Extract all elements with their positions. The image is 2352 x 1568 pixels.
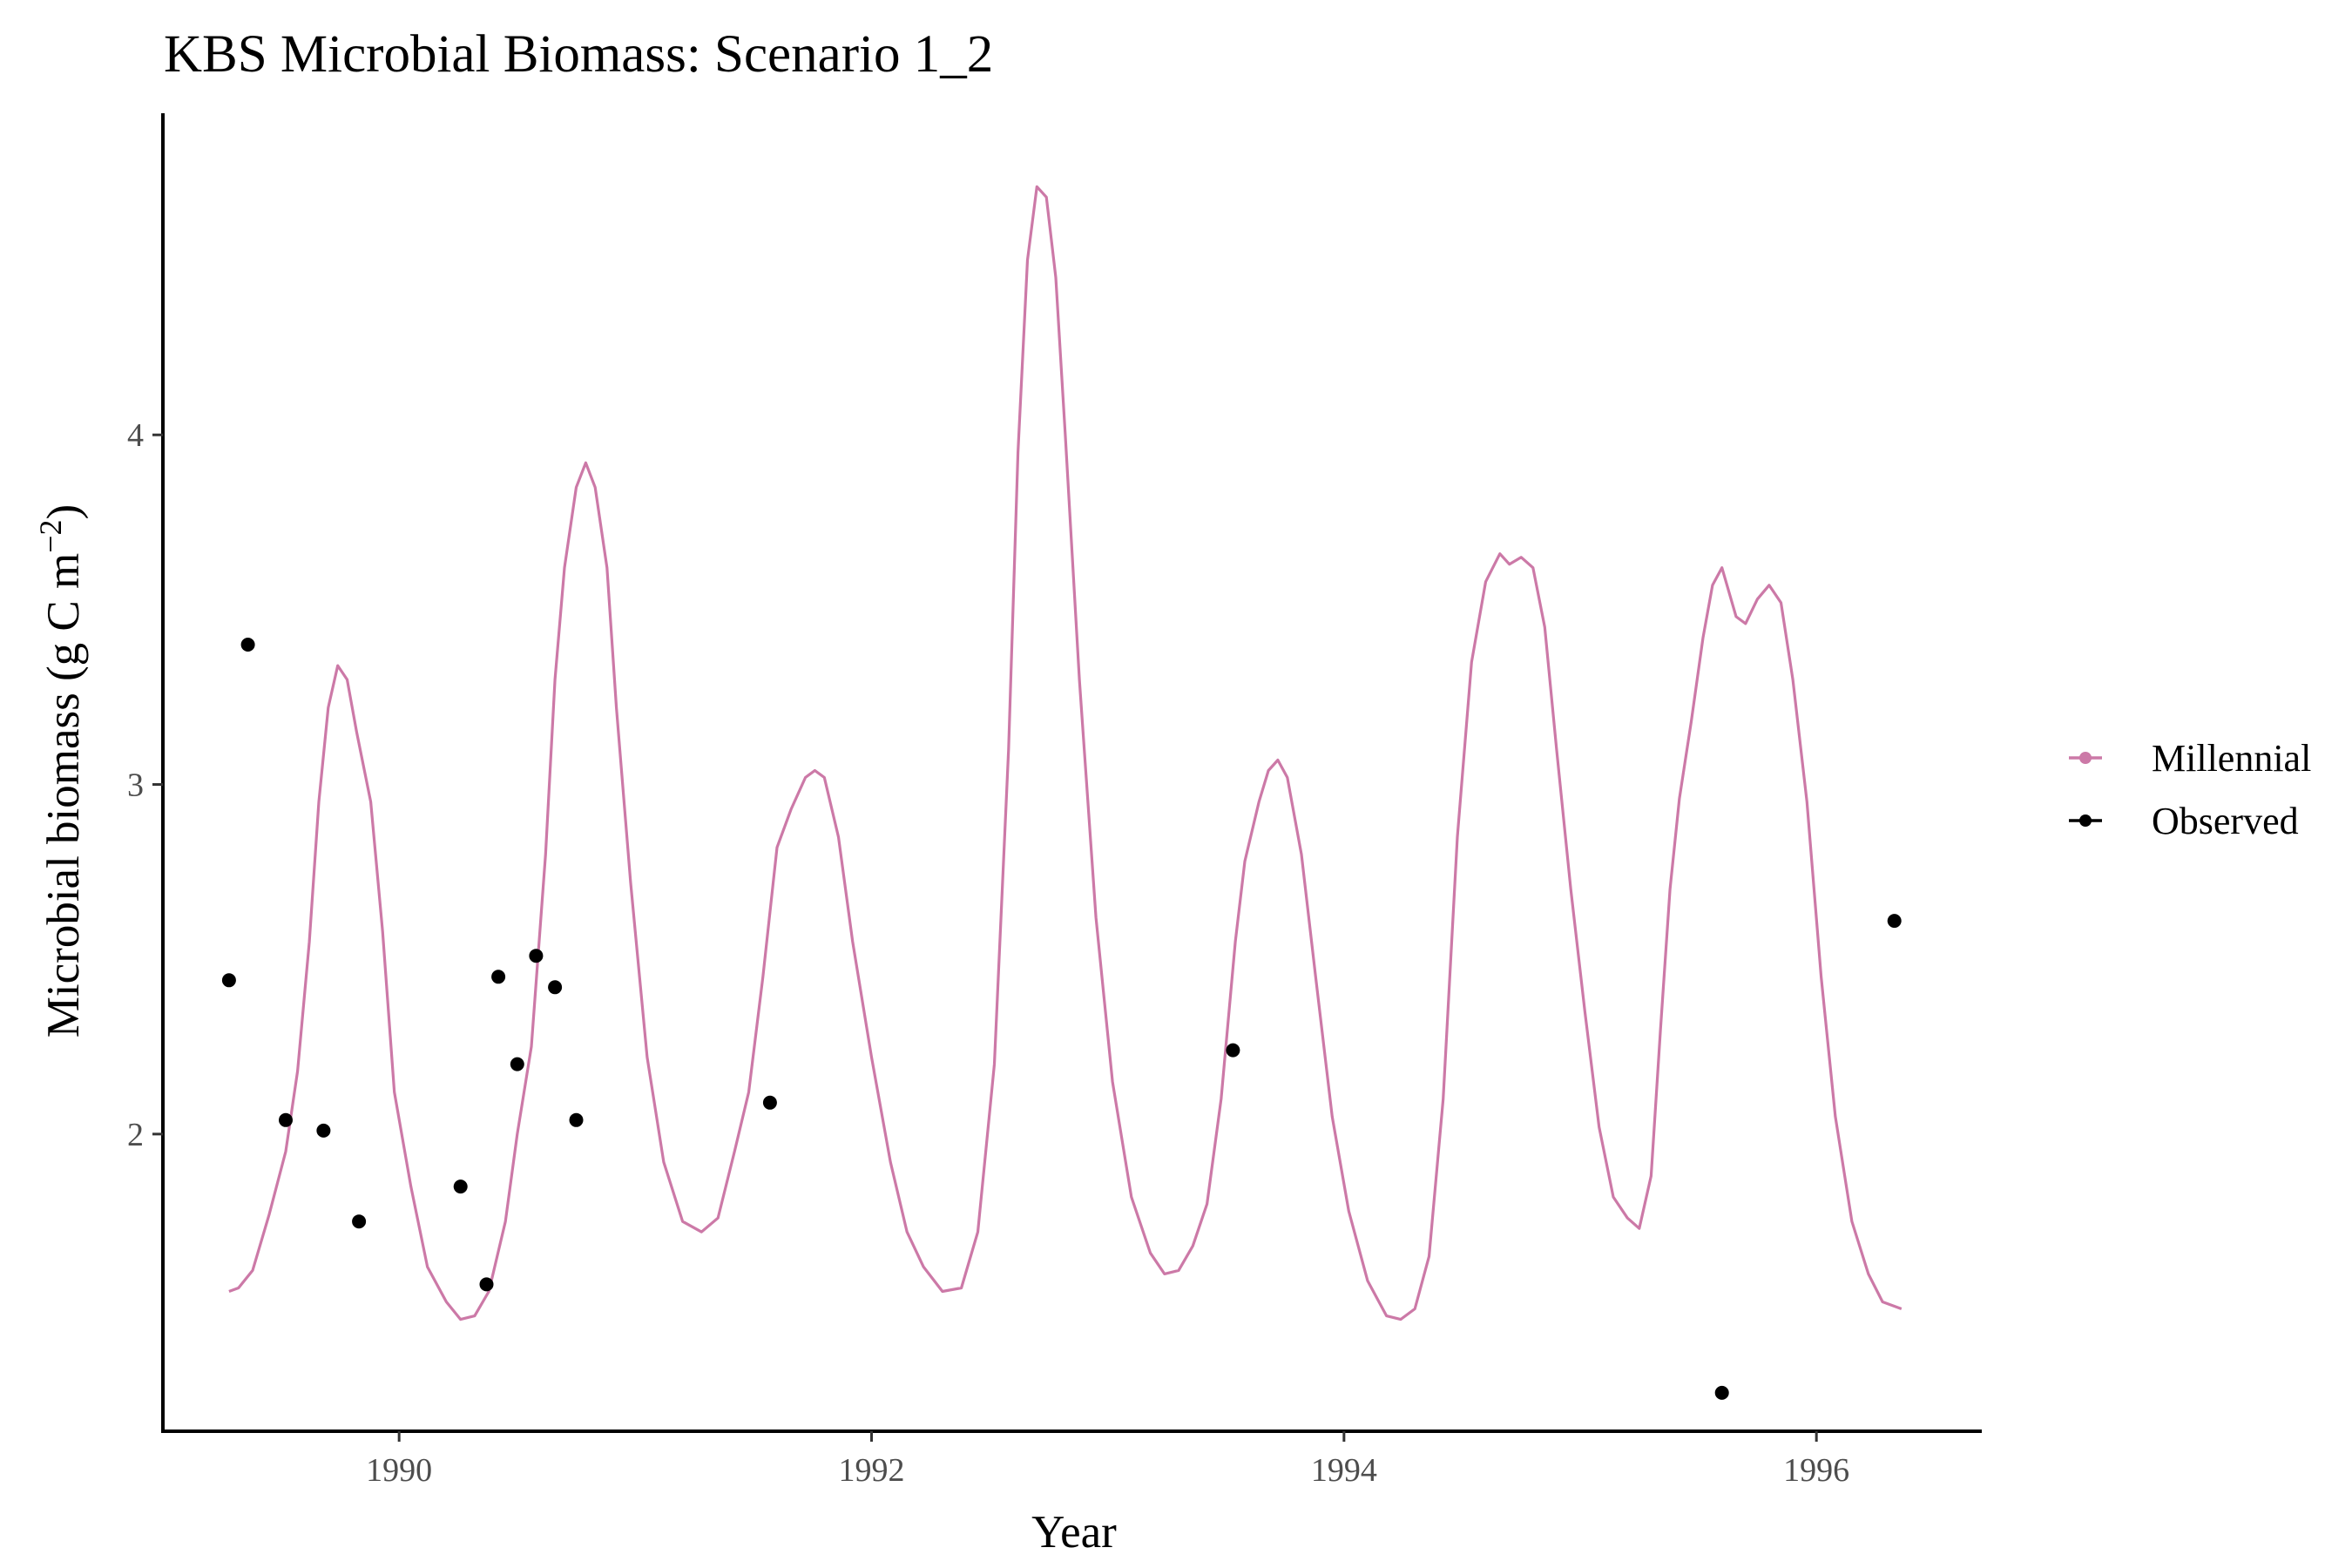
x-tick-label: 1994 (1311, 1452, 1377, 1489)
x-tick-label: 1990 (366, 1452, 432, 1489)
observed-point (352, 1214, 367, 1229)
x-tick-label: 1992 (839, 1452, 905, 1489)
x-axis-ticks: 1990 1992 1994 1996 (366, 1431, 1849, 1489)
y-tick-label: 3 (127, 767, 144, 804)
legend-key-point (2079, 814, 2092, 827)
observed-point (316, 1123, 331, 1138)
observed-point (279, 1112, 293, 1127)
plot-area (221, 185, 1903, 1400)
y-tick-label: 2 (127, 1117, 144, 1153)
y-axis-title-main: Microbial biomass (g C m (38, 553, 89, 1037)
legend-key-point (2079, 752, 2092, 764)
y-tick-label: 4 (127, 417, 144, 454)
observed-point (1887, 914, 1902, 929)
legend-label: Observed (2152, 800, 2299, 842)
observed-point (1714, 1385, 1729, 1400)
observed-point (1226, 1043, 1240, 1058)
series-line-millennial (228, 185, 1903, 1321)
y-axis-ticks: 2 3 4 (127, 417, 163, 1153)
observed-point (762, 1095, 777, 1110)
chart-title: KBS Microbial Biomass: Scenario 1_2 (164, 25, 993, 84)
observed-point (221, 973, 236, 988)
y-axis-title-close: ) (38, 504, 89, 520)
observed-point (479, 1277, 494, 1292)
observed-point (510, 1057, 524, 1071)
observed-point (240, 638, 255, 652)
points-layer (221, 638, 1902, 1400)
x-tick-label: 1996 (1783, 1452, 1849, 1489)
x-axis-title: Year (1031, 1507, 1117, 1558)
y-axis-title: Microbial biomass (g C m−2) (33, 504, 89, 1037)
legend: Millennial Observed (2069, 737, 2311, 842)
series-layer (228, 185, 1903, 1321)
observed-point (569, 1112, 584, 1127)
y-axis-title-superscript: −2 (33, 519, 68, 552)
observed-point (491, 970, 506, 984)
observed-point (453, 1179, 468, 1194)
legend-label: Millennial (2152, 737, 2311, 780)
observed-point (548, 980, 563, 995)
observed-point (529, 949, 544, 963)
